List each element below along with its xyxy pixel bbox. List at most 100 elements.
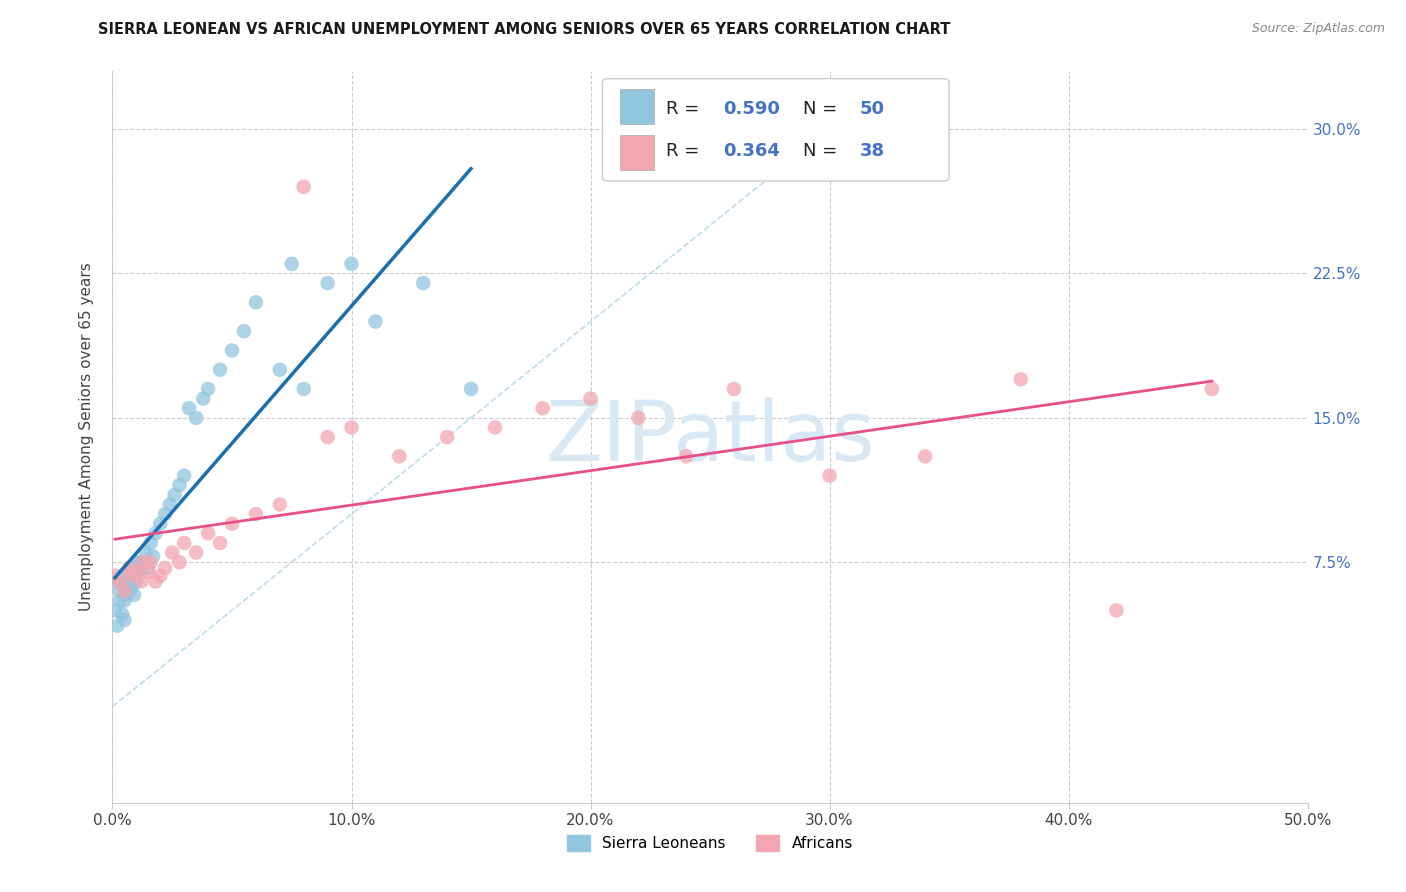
Text: R =: R = (666, 142, 704, 160)
Y-axis label: Unemployment Among Seniors over 65 years: Unemployment Among Seniors over 65 years (79, 263, 94, 611)
Point (269, 362, 291, 376)
Point (269, 498, 291, 512)
Point (364, 315, 387, 329)
Point (138, 561, 160, 575)
Point (145, 526, 167, 541)
Point (412, 276, 434, 290)
Point (114, 580, 135, 594)
Point (221, 516, 243, 531)
Legend: Sierra Leoneans, Africans: Sierra Leoneans, Africans (561, 830, 859, 857)
Text: 50: 50 (859, 100, 884, 118)
Point (221, 343, 243, 358)
Point (125, 574, 148, 589)
Point (122, 568, 145, 582)
Point (162, 545, 183, 559)
Point (163, 488, 186, 502)
FancyBboxPatch shape (620, 135, 654, 170)
Text: Source: ZipAtlas.com: Source: ZipAtlas.com (1251, 22, 1385, 36)
Point (186, 545, 208, 559)
Point (531, 401, 554, 416)
Point (177, 401, 200, 416)
Point (460, 382, 482, 396)
Point (129, 574, 152, 589)
Point (111, 568, 134, 582)
Point (142, 549, 165, 564)
Point (292, 382, 315, 396)
Point (129, 555, 152, 569)
Point (108, 574, 131, 589)
Point (114, 613, 135, 627)
Point (281, 257, 304, 271)
Text: ZIPatlas: ZIPatlas (546, 397, 875, 477)
Point (138, 565, 160, 579)
Point (153, 507, 176, 521)
Point (125, 565, 148, 579)
Text: N =: N = (803, 100, 844, 118)
Point (118, 561, 141, 575)
Point (1105, 603, 1128, 617)
Point (209, 536, 232, 550)
Point (316, 276, 339, 290)
Point (316, 430, 339, 444)
Point (128, 565, 150, 579)
Point (149, 516, 172, 531)
Point (104, 603, 127, 617)
Point (121, 561, 143, 575)
Point (245, 507, 267, 521)
Point (118, 584, 141, 599)
Point (115, 588, 138, 602)
Point (579, 392, 602, 406)
Point (114, 584, 135, 599)
Point (145, 574, 167, 589)
Point (108, 584, 131, 599)
Point (340, 257, 363, 271)
Point (105, 574, 128, 589)
Point (197, 526, 219, 541)
Text: SIERRA LEONEAN VS AFRICAN UNEMPLOYMENT AMONG SENIORS OVER 65 YEARS CORRELATION C: SIERRA LEONEAN VS AFRICAN UNEMPLOYMENT A… (98, 22, 950, 37)
Point (115, 574, 138, 589)
Point (132, 561, 155, 575)
Point (627, 410, 650, 425)
FancyBboxPatch shape (620, 89, 654, 124)
Point (914, 450, 936, 464)
Text: N =: N = (803, 142, 844, 160)
Point (233, 324, 256, 338)
Point (388, 450, 411, 464)
Point (104, 568, 127, 582)
Text: 0.590: 0.590 (723, 100, 780, 118)
Point (193, 392, 215, 406)
Point (121, 568, 143, 582)
Point (169, 555, 191, 569)
Point (209, 362, 232, 376)
Point (105, 618, 128, 632)
Point (125, 555, 148, 569)
Point (1201, 382, 1223, 396)
Text: 0.364: 0.364 (723, 142, 780, 160)
Point (292, 179, 315, 194)
Point (122, 588, 145, 602)
Point (675, 450, 697, 464)
FancyBboxPatch shape (603, 78, 949, 181)
Point (340, 420, 363, 434)
Point (723, 382, 745, 396)
Text: R =: R = (666, 100, 704, 118)
Point (1010, 372, 1032, 386)
Point (153, 561, 176, 575)
Point (484, 420, 506, 434)
Point (121, 580, 143, 594)
Point (197, 382, 219, 396)
Point (149, 568, 172, 582)
Point (132, 555, 155, 569)
Point (139, 555, 162, 569)
Point (118, 565, 141, 579)
Point (159, 498, 181, 512)
Point (139, 536, 162, 550)
Point (108, 593, 131, 607)
Point (173, 536, 195, 550)
Point (173, 468, 195, 483)
Point (114, 593, 135, 607)
Point (169, 478, 191, 492)
Point (436, 430, 458, 444)
Point (818, 468, 841, 483)
Point (186, 410, 208, 425)
